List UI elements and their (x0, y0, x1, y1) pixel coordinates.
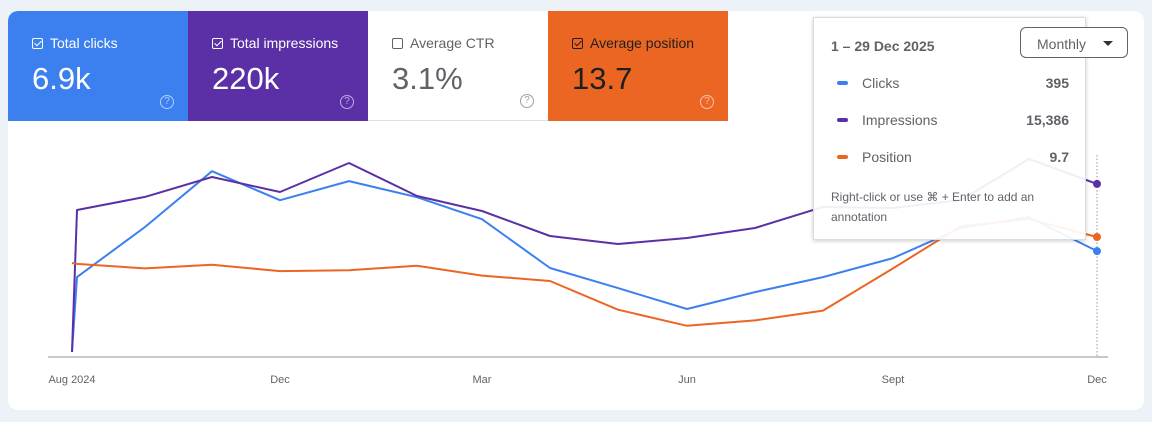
help-icon[interactable]: ? (700, 95, 714, 109)
metric-total-clicks[interactable]: Total clicks 6.9k ? (8, 11, 188, 121)
legend-swatch (837, 118, 848, 122)
tooltip-label: Impressions (862, 112, 938, 128)
data-point-clicks[interactable] (1093, 247, 1101, 256)
metric-value: 6.9k (32, 61, 91, 96)
tooltip-row-clicks: Clicks 395 (831, 75, 1069, 91)
tooltip-row-impressions: Impressions 15,386 (831, 112, 1069, 128)
x-tick-label: Mar (473, 374, 492, 386)
chart-tooltip: 1 – 29 Dec 2025 Clicks 395 Impressions 15,… (813, 17, 1086, 240)
series-line-position (71, 218, 1098, 327)
tooltip-date: 1 – 29 Dec 2025 (831, 38, 935, 54)
help-icon[interactable]: ? (520, 94, 534, 108)
checkbox-icon[interactable] (212, 37, 223, 49)
tooltip-value: 15,386 (1026, 112, 1069, 128)
tooltip-label: Position (862, 149, 912, 165)
metric-average-position[interactable]: Average position 13.7 ? (548, 11, 728, 121)
legend-swatch (837, 155, 848, 159)
caret-down-icon (1103, 41, 1113, 46)
metric-average-ctr[interactable]: Average CTR 3.1% ? (368, 11, 548, 121)
data-point-position[interactable] (1093, 233, 1101, 242)
tooltip-label: Clicks (862, 75, 900, 91)
tooltip-annotation-hint: Right-click or use ⌘ + Enter to add an a… (831, 190, 1035, 224)
metric-label: Total impressions (230, 35, 339, 51)
tooltip-value: 395 (1045, 75, 1069, 91)
tooltip-row-position: Position 9.7 (831, 149, 1069, 165)
metric-value: 3.1% (392, 61, 463, 96)
x-tick-label: Jun (678, 374, 696, 386)
legend-swatch (837, 81, 848, 85)
granularity-dropdown[interactable]: Monthly (1020, 27, 1128, 58)
metric-label: Average position (590, 35, 695, 51)
metric-total-impressions[interactable]: Total impressions 220k ? (188, 11, 368, 121)
checkbox-icon[interactable] (572, 37, 583, 49)
help-icon[interactable]: ? (160, 95, 174, 109)
data-point-impressions[interactable] (1093, 179, 1101, 188)
checkbox-icon[interactable] (32, 37, 43, 49)
help-icon[interactable]: ? (340, 95, 354, 109)
dropdown-value: Monthly (1037, 36, 1087, 52)
x-tick-label: Dec (270, 374, 290, 386)
metric-label: Average CTR (410, 35, 495, 51)
metric-value: 13.7 (572, 61, 633, 96)
tooltip-value: 9.7 (1049, 149, 1069, 165)
x-tick-label: Sept (882, 374, 905, 386)
x-tick-label: Aug 2024 (48, 374, 95, 386)
x-tick-label: Dec (1087, 374, 1107, 386)
series-line-clicks (71, 170, 1098, 352)
checkbox-icon[interactable] (392, 37, 403, 49)
metric-label: Total clicks (50, 35, 118, 51)
metric-value: 220k (212, 61, 280, 96)
